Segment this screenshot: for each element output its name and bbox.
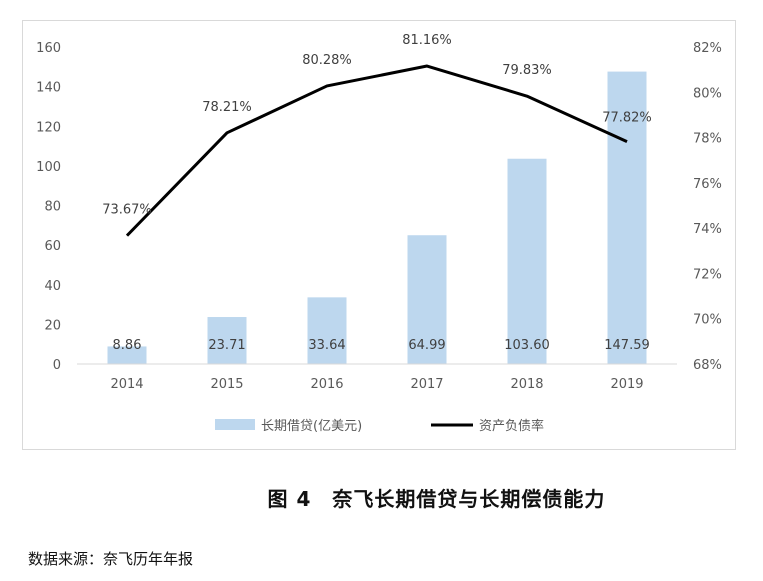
- axes-group: 0 20 40 60 80 100 120 140 160 68% 70% 72% 74% 76% 78% 8…: [36, 41, 722, 392]
- bar-2019: [607, 71, 647, 364]
- line-label-2019: 77.82%: [602, 111, 652, 126]
- bar-label-2018: 103.60: [504, 338, 550, 353]
- y-right-tick-68%: 68%: [693, 358, 722, 373]
- x-tick-2019: 2019: [610, 377, 643, 392]
- line-labels-group: 73.67% 78.21% 80.28% 81.16% 79.83% 77.82%: [102, 33, 652, 218]
- legend-bar-swatch: [215, 419, 255, 430]
- x-tick-2017: 2017: [410, 377, 443, 392]
- line-group: [125, 64, 628, 237]
- y-left-tick-140: 140: [36, 81, 61, 96]
- line-label-2017: 81.16%: [402, 33, 452, 48]
- y-left-tick-60: 60: [44, 239, 61, 254]
- y-left-tick-40: 40: [44, 279, 61, 294]
- y-right-tick-80%: 80%: [693, 86, 722, 101]
- x-tick-2018: 2018: [510, 377, 543, 392]
- y-right-tick-72%: 72%: [693, 267, 722, 282]
- bar-2016: [307, 297, 347, 364]
- bar-label-2016: 33.64: [308, 338, 345, 353]
- y-left-tick-0: 0: [53, 358, 61, 373]
- y-right-tick-70%: 70%: [693, 313, 722, 328]
- x-tick-2016: 2016: [310, 377, 343, 392]
- source-note: 数据来源：奈飞历年年报: [28, 550, 194, 568]
- y-right-tick-76%: 76%: [693, 177, 722, 192]
- bar-label-2017: 64.99: [408, 338, 445, 353]
- legend-bar-label: 长期借贷(亿美元): [261, 419, 362, 434]
- y-left-tick-80: 80: [44, 200, 61, 215]
- bars-group: [107, 71, 647, 364]
- bar-label-2014: 8.86: [113, 338, 142, 353]
- chart-frame: 8.86 23.71 33.64 64.99 103.60 147.59 73.67% 78…: [22, 20, 736, 450]
- line-label-2016: 80.28%: [302, 53, 352, 68]
- y-right-tick-78%: 78%: [693, 132, 722, 147]
- line-label-2018: 79.83%: [502, 63, 552, 78]
- debt-ratio-line: [125, 64, 628, 237]
- bar-2014: [107, 346, 147, 364]
- bar-2018: [507, 158, 547, 364]
- bar-labels-group: 8.86 23.71 33.64 64.99 103.60 147.59: [113, 338, 650, 353]
- x-tick-2015: 2015: [210, 377, 243, 392]
- y-right-tick-74%: 74%: [693, 222, 722, 237]
- y-left-tick-160: 160: [36, 41, 61, 56]
- bar-label-2019: 147.59: [604, 338, 650, 353]
- y-left-tick-120: 120: [36, 120, 61, 135]
- y-right-tick-82%: 82%: [693, 41, 722, 56]
- bar-2015: [207, 317, 247, 364]
- line-label-2015: 78.21%: [202, 100, 252, 115]
- legend: 长期借贷(亿美元) 资产负债率: [215, 418, 544, 434]
- bar-label-2015: 23.71: [208, 338, 245, 353]
- figure-caption: 图 4 奈飞长期借贷与长期偿债能力: [267, 487, 606, 511]
- line-label-2014: 73.67%: [102, 203, 152, 218]
- bar-2017: [407, 235, 447, 364]
- y-left-tick-100: 100: [36, 160, 61, 175]
- x-tick-2014: 2014: [110, 377, 143, 392]
- legend-line-label: 资产负债率: [479, 418, 544, 434]
- combo-chart: 8.86 23.71 33.64 64.99 103.60 147.59 73.67% 78…: [36, 33, 722, 434]
- y-left-tick-20: 20: [44, 318, 61, 333]
